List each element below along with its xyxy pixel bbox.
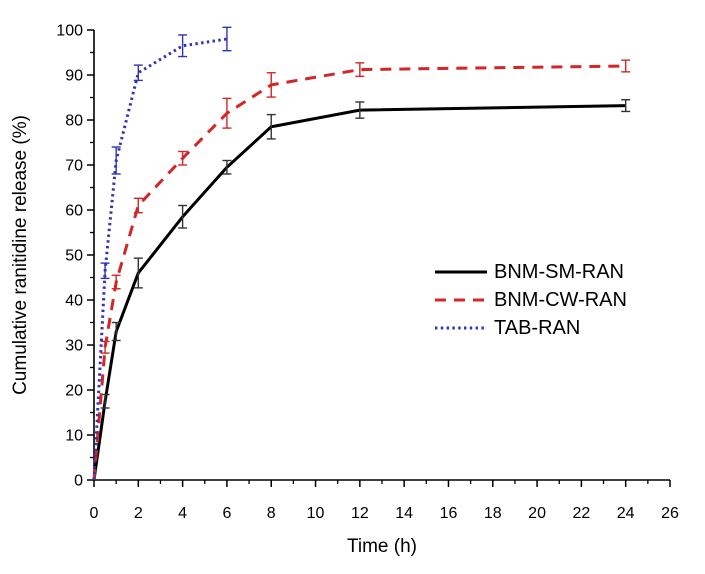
y-tick-label: 70 — [65, 158, 83, 175]
x-tick-label: 8 — [267, 505, 276, 522]
y-tick-label: 30 — [65, 338, 83, 355]
legend-line-bnm-sm-ran — [435, 270, 487, 274]
legend: BNM-SM-RAN BNM-CW-RAN TAB-RAN — [434, 258, 627, 342]
legend-line-bnm-cw-ran — [435, 298, 487, 302]
y-tick-label: 10 — [65, 428, 83, 445]
x-tick-label: 6 — [222, 505, 231, 522]
x-axis-title: Time (h) — [346, 536, 418, 557]
x-tick-label: 20 — [528, 505, 546, 522]
y-tick-label: 0 — [74, 473, 83, 490]
y-tick-label: 20 — [65, 383, 83, 400]
y-tick-label: 90 — [65, 68, 83, 85]
y-tick-label: 60 — [65, 203, 83, 220]
x-tick-label: 22 — [572, 505, 590, 522]
x-tick-label: 16 — [440, 505, 458, 522]
legend-label-bnm-cw-ran: BNM-CW-RAN — [494, 288, 627, 311]
x-tick-label: 18 — [484, 505, 502, 522]
legend-entry-bnm-cw-ran: BNM-CW-RAN — [434, 286, 627, 314]
series-line-tab-ran — [92, 37, 228, 481]
legend-label-bnm-sm-ran: BNM-SM-RAN — [494, 260, 624, 283]
legend-line-tab-ran — [435, 326, 487, 330]
x-tick-label: 4 — [178, 505, 187, 522]
legend-label-tab-ran: TAB-RAN — [494, 316, 581, 339]
y-tick-label: 50 — [65, 248, 83, 265]
x-tick-label: 12 — [351, 505, 369, 522]
y-tick-label: 100 — [56, 23, 83, 40]
y-tick-label: 80 — [65, 113, 83, 130]
x-tick-label: 24 — [617, 505, 635, 522]
axes — [93, 30, 670, 481]
x-tick-label: 10 — [307, 505, 325, 522]
x-tick-label: 0 — [90, 505, 99, 522]
y-axis-title: Cumulative ranitidine release (%) — [10, 115, 31, 395]
x-tick-label: 26 — [661, 505, 679, 522]
legend-entry-bnm-sm-ran: BNM-SM-RAN — [434, 258, 627, 286]
legend-entry-tab-ran: TAB-RAN — [434, 314, 627, 342]
x-tick-label: 2 — [134, 505, 143, 522]
y-tick-label: 40 — [65, 293, 83, 310]
x-tick-label: 14 — [395, 505, 413, 522]
